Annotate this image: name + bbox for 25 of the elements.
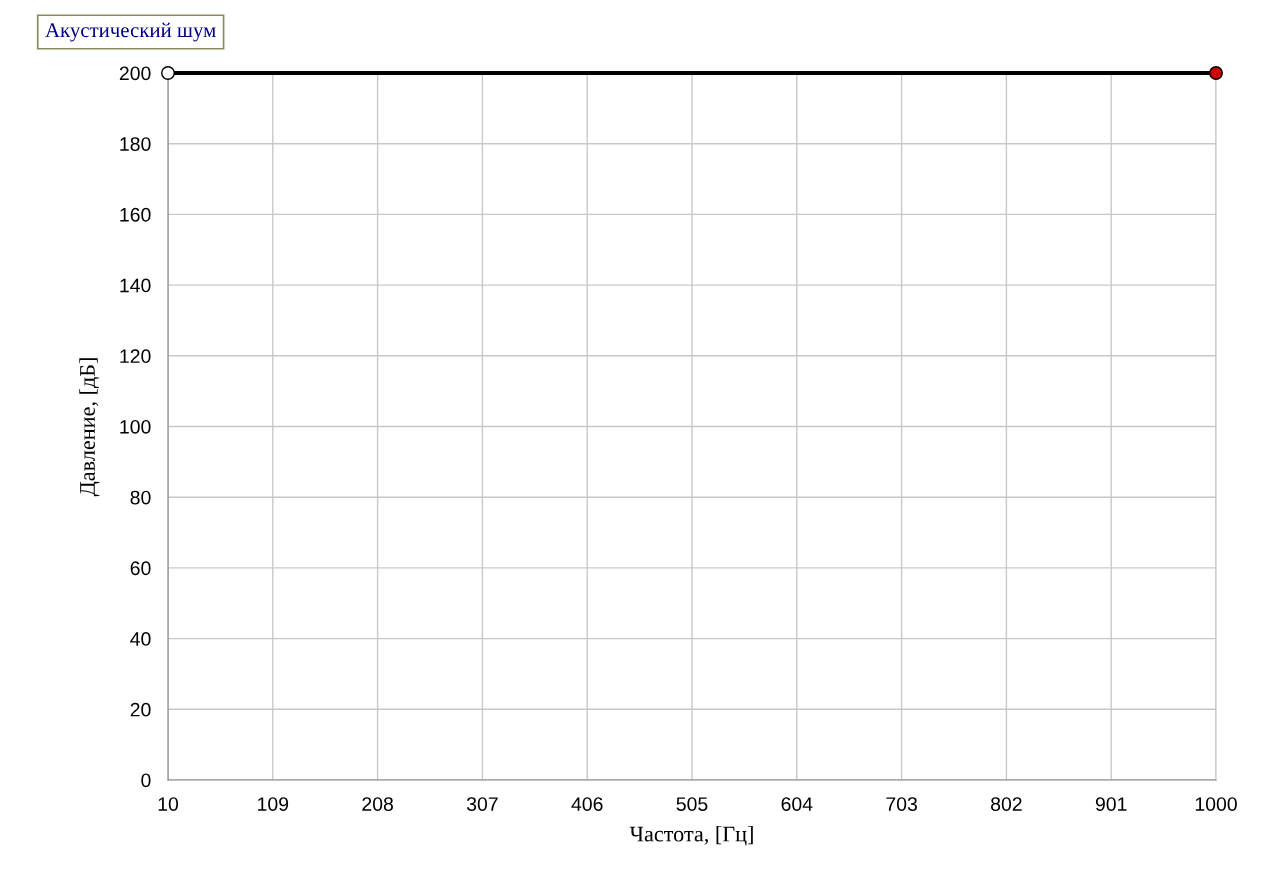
chart-title: Акустический шум — [45, 22, 216, 42]
x-tick-label: 901 — [1095, 797, 1127, 811]
x-tick-label: 505 — [676, 797, 708, 811]
y-tick-label: 140 — [120, 278, 151, 293]
y-tick-label: 20 — [130, 702, 151, 717]
y-tick-label: 100 — [120, 419, 151, 434]
y-tick-label: 0 — [141, 773, 151, 788]
x-tick-label: 109 — [258, 797, 289, 811]
x-tick-label: 604 — [781, 797, 813, 811]
x-tick-label: 208 — [362, 797, 393, 811]
y-tick-label: 60 — [130, 561, 151, 576]
y-tick-label: 40 — [130, 632, 151, 646]
x-tick-label: 802 — [991, 797, 1022, 811]
x-tick-label: 406 — [571, 797, 603, 811]
x-tick-label: 307 — [466, 797, 498, 811]
x-tick-label: 10 — [158, 797, 179, 811]
x-axis-title: Частота, [Гц] — [629, 825, 753, 846]
x-tick-label: 703 — [886, 797, 917, 811]
y-tick-label: 160 — [120, 207, 151, 222]
y-tick-label: 200 — [119, 66, 151, 81]
y-tick-label: 80 — [130, 490, 151, 505]
y-tick-label: 180 — [120, 137, 151, 151]
y-axis-title: Давление, [дБ] — [79, 358, 100, 497]
x-tick-label: 1000 — [1195, 797, 1237, 811]
y-tick-label: 120 — [120, 349, 151, 364]
